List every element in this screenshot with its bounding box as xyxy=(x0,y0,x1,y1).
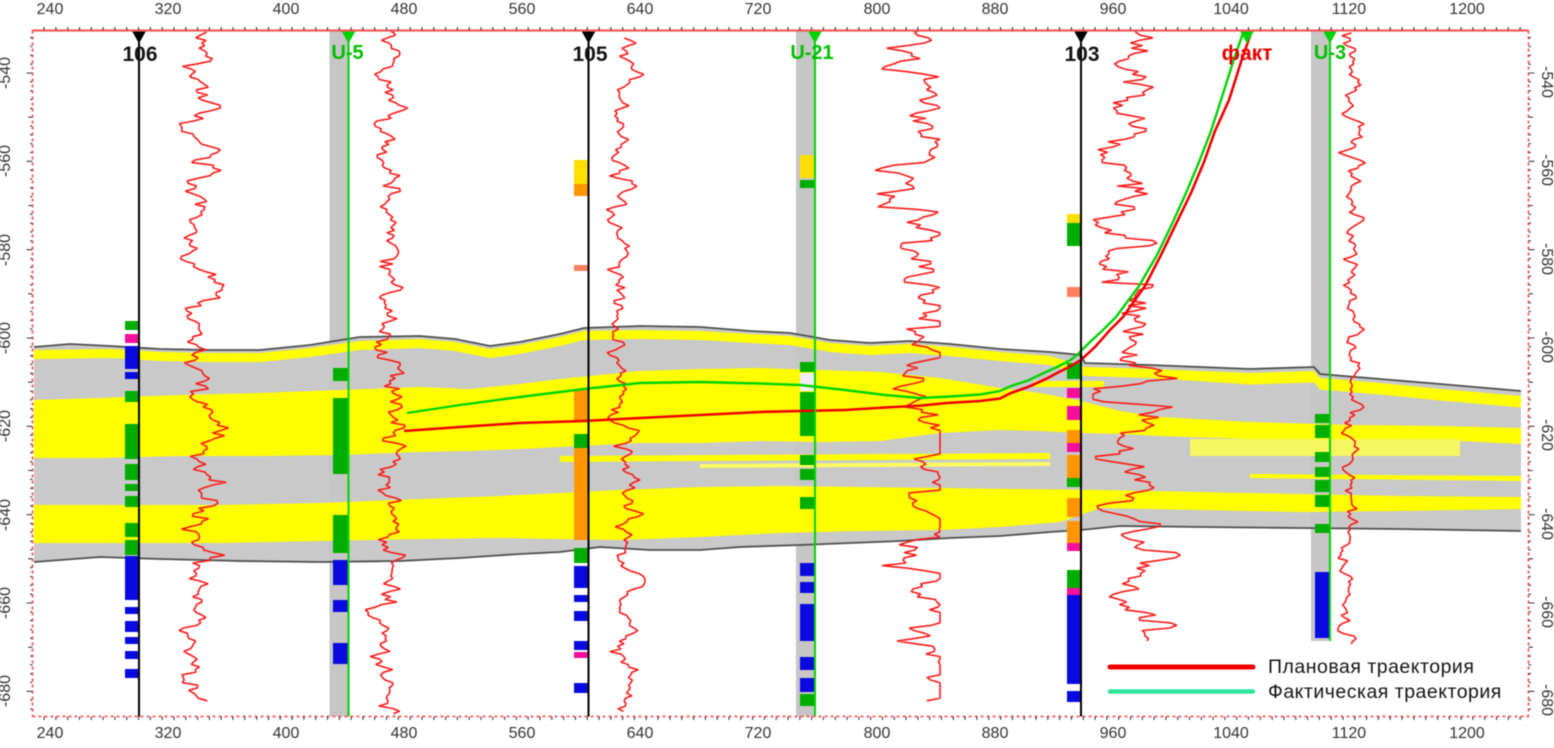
svg-text:880: 880 xyxy=(982,725,1009,742)
svg-text:105: 105 xyxy=(572,43,607,66)
svg-text:960: 960 xyxy=(1100,1,1127,18)
svg-text:-560: -560 xyxy=(0,145,14,177)
svg-text:320: 320 xyxy=(155,725,182,742)
svg-text:-660: -660 xyxy=(1538,596,1554,628)
svg-text:1120: 1120 xyxy=(1332,725,1367,742)
svg-text:-660: -660 xyxy=(0,587,14,619)
svg-text:800: 800 xyxy=(864,725,891,742)
svg-text:1120: 1120 xyxy=(1332,1,1367,18)
svg-text:240: 240 xyxy=(37,1,64,18)
svg-text:-680: -680 xyxy=(1538,684,1554,716)
svg-text:1040: 1040 xyxy=(1213,725,1249,742)
svg-text:U-21: U-21 xyxy=(790,42,833,64)
svg-text:-540: -540 xyxy=(1538,66,1554,98)
svg-text:720: 720 xyxy=(745,1,772,18)
svg-text:-680: -680 xyxy=(0,675,14,707)
svg-text:-620: -620 xyxy=(1538,419,1554,451)
svg-text:U-3: U-3 xyxy=(1314,42,1346,64)
svg-text:-620: -620 xyxy=(0,410,14,442)
svg-text:960: 960 xyxy=(1100,725,1127,742)
svg-text:Плановая траектория: Плановая траектория xyxy=(1268,656,1474,678)
svg-text:-600: -600 xyxy=(0,322,14,354)
svg-text:480: 480 xyxy=(391,725,418,742)
svg-text:560: 560 xyxy=(509,1,536,18)
svg-text:400: 400 xyxy=(273,1,300,18)
svg-text:-640: -640 xyxy=(0,499,14,531)
svg-text:800: 800 xyxy=(864,1,891,18)
svg-text:320: 320 xyxy=(155,1,182,18)
svg-text:560: 560 xyxy=(509,725,536,742)
svg-text:1040: 1040 xyxy=(1213,1,1249,18)
svg-text:факт: факт xyxy=(1222,42,1273,65)
svg-text:480: 480 xyxy=(391,1,418,18)
svg-text:1200: 1200 xyxy=(1449,1,1485,18)
svg-text:U-5: U-5 xyxy=(331,42,363,64)
svg-text:Фактическая траектория: Фактическая траектория xyxy=(1268,681,1502,703)
svg-text:106: 106 xyxy=(122,43,157,66)
svg-text:103: 103 xyxy=(1064,43,1099,66)
svg-text:1200: 1200 xyxy=(1449,725,1485,742)
svg-text:-560: -560 xyxy=(1538,154,1554,186)
svg-text:-600: -600 xyxy=(1538,331,1554,363)
svg-text:880: 880 xyxy=(982,1,1009,18)
svg-text:400: 400 xyxy=(273,725,300,742)
svg-text:-580: -580 xyxy=(0,234,14,266)
svg-text:-640: -640 xyxy=(1538,508,1554,540)
svg-text:640: 640 xyxy=(627,1,654,18)
svg-text:-580: -580 xyxy=(1538,243,1554,275)
svg-text:240: 240 xyxy=(37,725,64,742)
svg-text:-540: -540 xyxy=(0,57,14,89)
svg-text:640: 640 xyxy=(627,725,654,742)
svg-text:720: 720 xyxy=(745,725,772,742)
